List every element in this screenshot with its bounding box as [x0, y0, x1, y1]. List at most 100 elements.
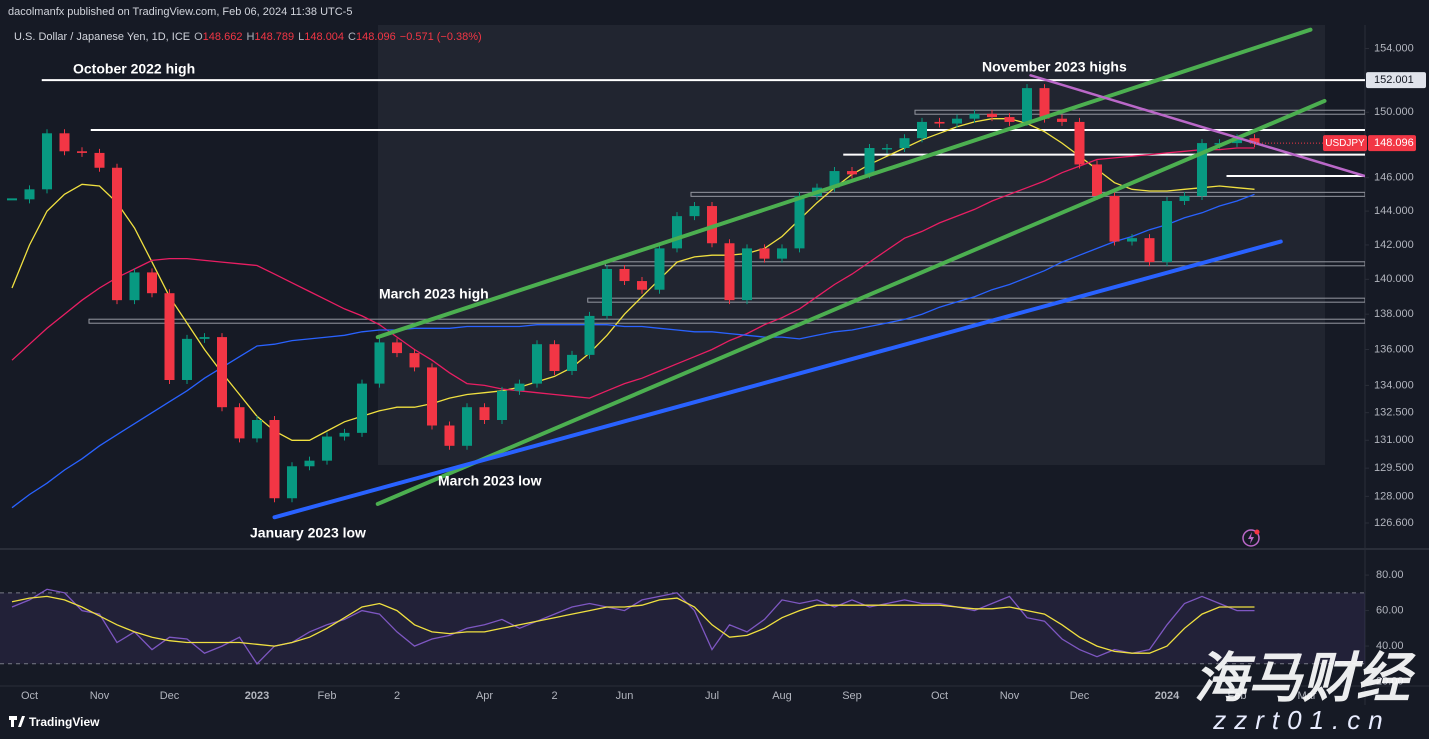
candle — [147, 272, 157, 294]
y-tick-label: 154.000 — [1374, 42, 1414, 54]
x-tick-label: Oct — [21, 690, 38, 702]
candle — [934, 121, 945, 124]
legend-key: O — [194, 31, 203, 43]
last-price-box — [1368, 135, 1416, 152]
price-pane — [7, 27, 1365, 520]
candle — [304, 460, 315, 467]
level-price-label: 152.001 — [1374, 74, 1414, 86]
watermark-site: zzrt01.cn — [1212, 705, 1391, 735]
candle — [1232, 138, 1242, 144]
y-tick-label: 134.000 — [1374, 379, 1414, 391]
rsi-y-tick-label: 60.00 — [1376, 604, 1404, 616]
candle — [199, 337, 210, 339]
candle — [77, 151, 87, 153]
candle — [549, 344, 560, 371]
y-tick-label: 138.000 — [1374, 308, 1414, 320]
candle — [479, 407, 490, 420]
footer-logo[interactable]: TradingView — [9, 715, 100, 729]
y-tick-label: 150.000 — [1374, 106, 1414, 118]
candle — [164, 293, 175, 380]
level-band — [690, 191, 1365, 197]
candle — [969, 113, 980, 119]
candle — [724, 243, 735, 301]
candle — [689, 206, 700, 217]
candle — [217, 337, 227, 408]
candle — [1092, 164, 1102, 196]
last-price-label: 148.096 — [1374, 137, 1414, 149]
candle — [497, 390, 507, 420]
candle — [742, 248, 752, 301]
candle — [1004, 117, 1015, 122]
alert-icon[interactable] — [1242, 529, 1260, 547]
candle — [24, 189, 35, 200]
level-band — [914, 109, 1365, 115]
series-line — [11, 147, 1255, 399]
candle — [444, 425, 455, 446]
candle — [514, 383, 525, 391]
candle — [654, 248, 665, 290]
candle — [882, 148, 892, 150]
y-tick-label: 132.500 — [1374, 407, 1414, 419]
publisher: dacolmanfx published on TradingView.com,… — [8, 6, 352, 18]
x-tick-label: 2 — [394, 690, 400, 702]
series-line — [11, 588, 1255, 665]
legend-key: C — [348, 31, 356, 43]
annotation: March 2023 high — [379, 286, 489, 302]
candle — [1127, 238, 1137, 242]
alert-circle[interactable] — [1242, 529, 1260, 547]
candle — [234, 407, 245, 439]
candle — [567, 354, 577, 371]
y-tick-label: 146.000 — [1374, 172, 1414, 184]
x-tick-label: Sep — [842, 690, 862, 702]
x-tick-label: Aug — [772, 690, 792, 702]
candle — [339, 432, 350, 437]
x-tick-label: Feb — [318, 690, 337, 702]
legend-key: H — [246, 31, 254, 43]
legend-value: 148.004 — [304, 31, 344, 43]
annotation: January 2023 low — [250, 525, 366, 541]
level-band — [587, 297, 1365, 303]
candle — [864, 148, 875, 175]
brand[interactable]: TradingView — [29, 715, 100, 729]
annotation: October 2022 high — [73, 61, 195, 77]
candle — [707, 206, 717, 244]
x-tick-label: Mar — [1298, 690, 1317, 702]
tv-logo[interactable] — [9, 716, 25, 727]
alert-bolt[interactable] — [1248, 532, 1254, 544]
candle — [357, 383, 367, 433]
candle — [584, 315, 595, 355]
candle — [1144, 238, 1155, 263]
alert-dot[interactable] — [1254, 529, 1260, 535]
legend-change: −0.571 (−0.38%) — [400, 31, 482, 43]
candle — [182, 338, 192, 380]
candle — [1179, 195, 1190, 202]
candle — [287, 466, 297, 499]
legend-item: U.S. Dollar / Japanese Yen, 1D, ICE — [14, 31, 190, 43]
candle — [917, 121, 927, 139]
y-tick-label: 144.000 — [1374, 205, 1414, 217]
overlay: 154.000 150.000 146.000 144.000 142.000 140.0… — [21, 42, 1426, 702]
candle — [1057, 118, 1067, 122]
candle — [112, 167, 122, 301]
y-tick-label: 128.000 — [1374, 490, 1414, 502]
candle — [1074, 121, 1085, 165]
x-tick-label: Jul — [705, 690, 719, 702]
watermark-title: 海马财经 — [1194, 648, 1416, 708]
candle — [59, 133, 70, 152]
candle — [374, 342, 385, 384]
candle — [847, 171, 857, 175]
candle — [899, 138, 910, 149]
candle — [1039, 88, 1050, 119]
x-tick-label: Apr — [476, 690, 493, 702]
x-tick-label: 2023 — [245, 690, 269, 702]
legend-value: 148.789 — [254, 31, 294, 43]
symbol-legend: U.S. Dollar / Japanese Yen, 1D, ICE O 148.… — [14, 31, 482, 43]
candle — [322, 436, 332, 461]
x-tick-label: Feb — [1228, 690, 1247, 702]
candle — [602, 268, 612, 316]
level-band — [88, 318, 1365, 324]
candle — [392, 342, 402, 354]
candle — [252, 419, 262, 439]
candle — [794, 195, 805, 249]
